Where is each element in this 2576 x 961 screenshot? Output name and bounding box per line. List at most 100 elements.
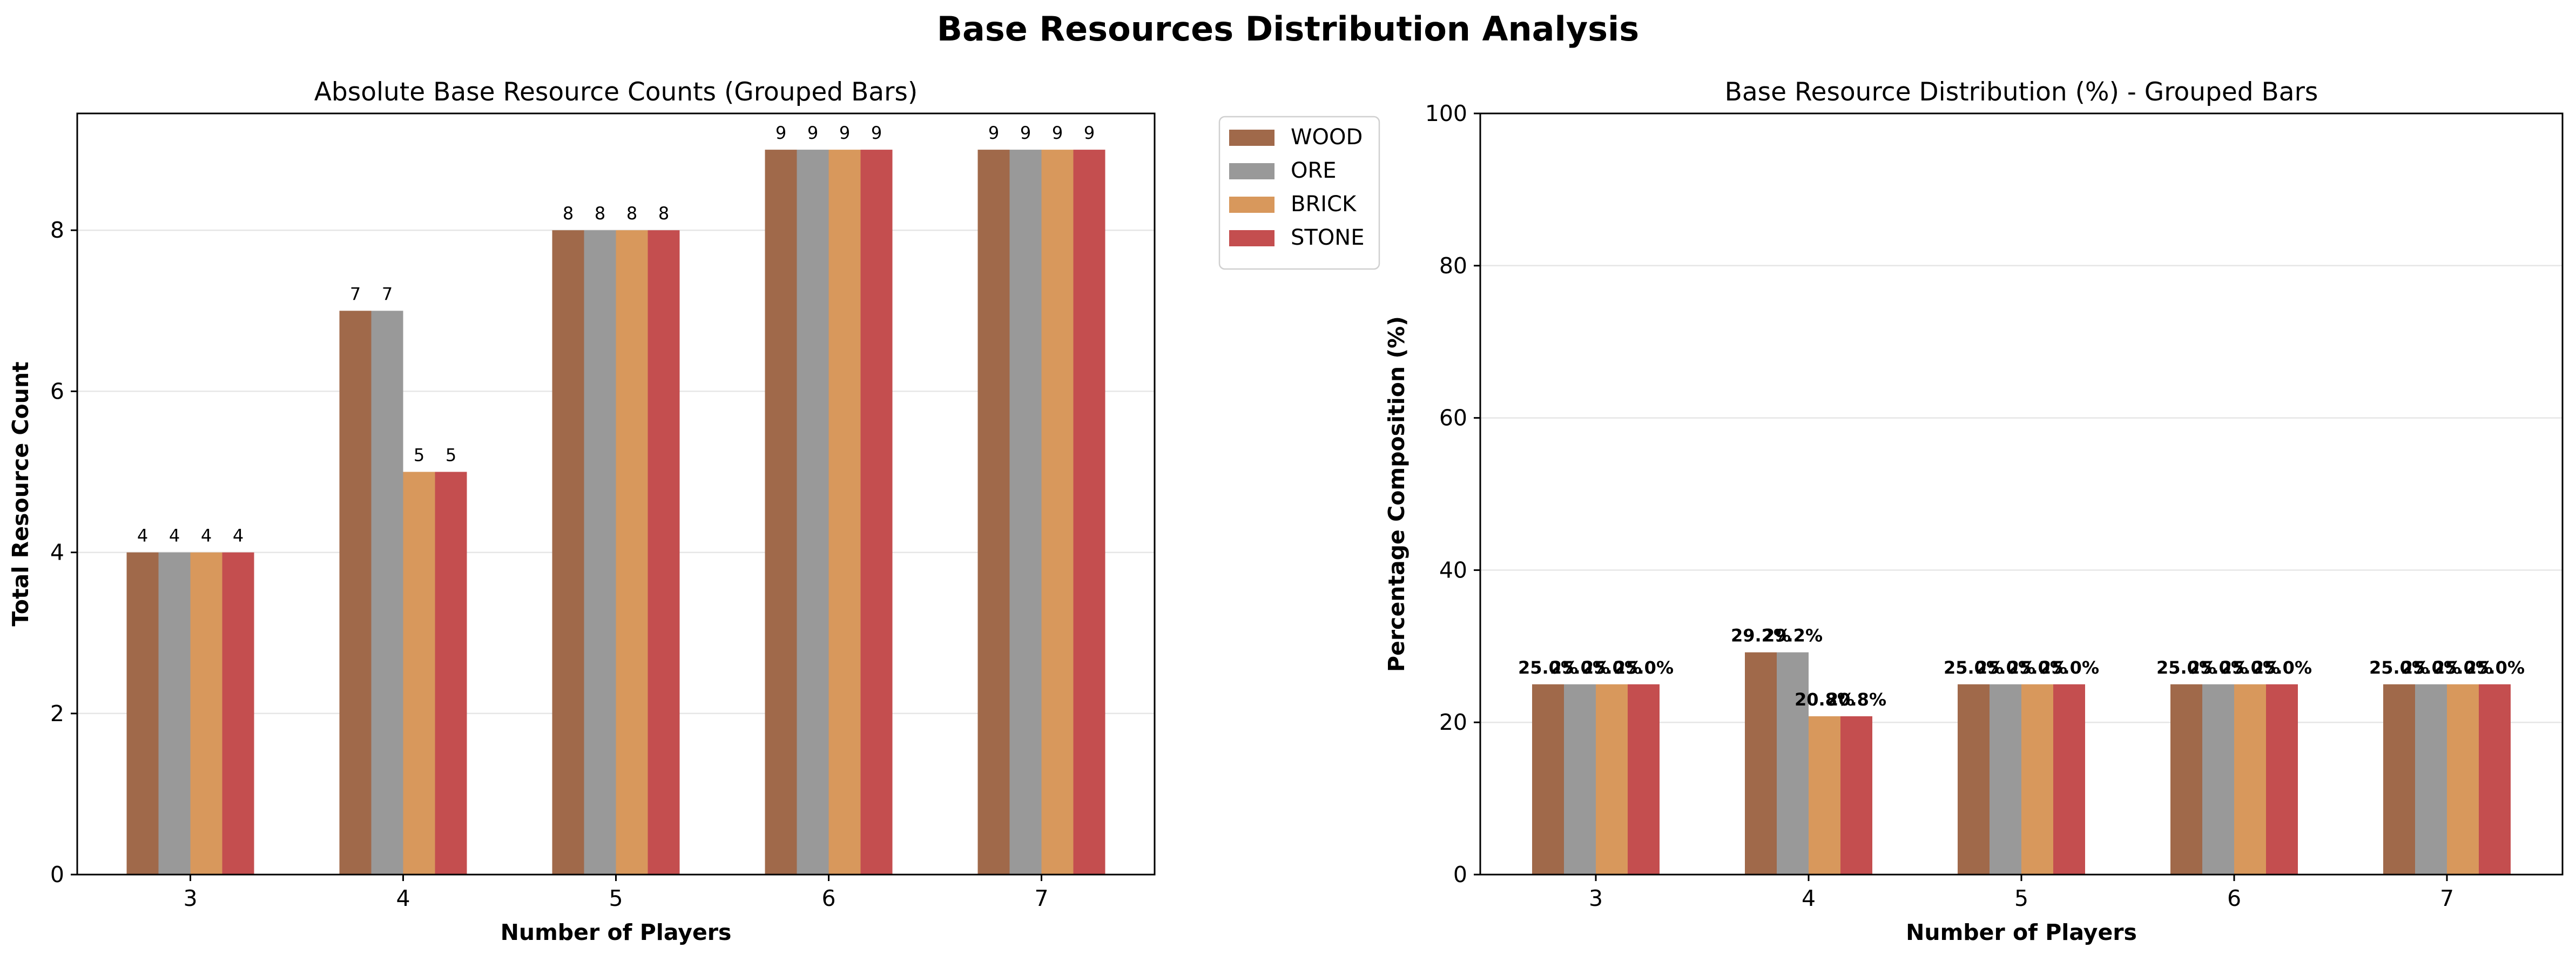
bar-ore [1777, 652, 1809, 875]
x-tick-label: 4 [396, 885, 410, 911]
bar-wood [552, 230, 584, 875]
data-label: 25.0% [2156, 657, 2216, 678]
bar-brick [2021, 684, 2053, 875]
legend-label-ore: ORE [1291, 158, 1337, 183]
bar-brick [403, 472, 435, 875]
bar-stone [648, 230, 680, 875]
data-label: 9 [839, 123, 850, 143]
bar-ore [1564, 684, 1596, 875]
chart-title: Absolute Base Resource Counts (Grouped B… [314, 77, 918, 107]
bar-stone [1073, 150, 1105, 875]
chart-absolute-counts: 4 7 8 9 9 4 7 8 9 9 4 5 8 9 9 4 5 8 9 9 0 2 4 6 8 3 4 5 6 7 Absolute B… [8, 77, 1156, 945]
data-label: 29.2% [1763, 626, 1823, 646]
bar-wood [2170, 684, 2202, 875]
bar-stone [860, 150, 893, 875]
bar-brick [190, 552, 222, 875]
bar-brick [2234, 684, 2266, 875]
x-tick-label: 6 [2227, 885, 2241, 911]
bar-ore [797, 150, 829, 875]
data-label: 4 [137, 526, 148, 546]
y-tick-label: 100 [1425, 100, 1467, 126]
data-label: 4 [201, 526, 212, 546]
y-tick-label: 80 [1439, 253, 1467, 279]
data-label: 8 [563, 203, 574, 224]
y-tick-label: 2 [50, 701, 64, 727]
bar-wood [2383, 684, 2415, 875]
data-label: 9 [776, 123, 786, 143]
x-tick-label: 6 [821, 885, 835, 911]
y-axis-label: Total Resource Count [8, 361, 33, 626]
data-label: 9 [1052, 123, 1063, 143]
data-label: 9 [1020, 123, 1031, 143]
data-label: 8 [658, 203, 669, 224]
data-label: 7 [350, 284, 361, 304]
bar-ore [2202, 684, 2234, 875]
data-label: 25.0% [1550, 657, 1610, 678]
data-label: 4 [169, 526, 180, 546]
bar-wood [1958, 684, 1990, 875]
x-tick-label: 3 [183, 885, 197, 911]
data-label: 25.0% [2039, 657, 2099, 678]
bar-wood [1745, 652, 1777, 875]
bar-stone [1628, 684, 1660, 875]
legend-swatch-stone [1229, 230, 1274, 246]
bar-stone [222, 552, 254, 875]
bar-stone [1840, 716, 1872, 875]
bar-ore [584, 230, 616, 875]
data-label: 25.0% [2465, 657, 2525, 678]
bar-wood [126, 552, 159, 875]
data-label: 25.0% [1582, 657, 1642, 678]
x-tick-label: 5 [609, 885, 623, 911]
data-label: 25.0% [1944, 657, 2004, 678]
data-label: 20.8% [1795, 689, 1855, 710]
legend-label-brick: BRICK [1291, 192, 1357, 217]
data-label: 25.0% [1975, 657, 2035, 678]
x-tick-label: 7 [2440, 885, 2454, 911]
chart-percentage-distribution: 25.0%29.2%25.0% 25.0% 25.0%25.0%29.2%25.0%… [1384, 77, 2564, 945]
data-label: 25.0% [2369, 657, 2429, 678]
legend-label-stone: STONE [1291, 225, 1365, 250]
data-label: 8 [595, 203, 605, 224]
bar-ore [1990, 684, 2021, 875]
data-label: 9 [871, 123, 882, 143]
x-axis-label: Number of Players [501, 919, 732, 945]
x-tick-label: 5 [2014, 885, 2028, 911]
data-label: 9 [807, 123, 818, 143]
y-tick-label: 0 [1453, 862, 1467, 888]
legend-swatch-ore [1229, 163, 1274, 179]
y-tick-label: 40 [1439, 557, 1467, 583]
x-tick-label: 4 [1802, 885, 1816, 911]
data-label: 25.0% [2252, 657, 2312, 678]
data-label: 25.0% [2188, 657, 2248, 678]
y-tick-label: 20 [1439, 709, 1467, 735]
bar-wood [765, 150, 797, 875]
data-label: 9 [988, 123, 999, 143]
y-tick-label: 4 [50, 540, 64, 566]
data-label: 25.0% [2401, 657, 2461, 678]
y-tick-label: 8 [50, 217, 64, 243]
y-tick-label: 60 [1439, 405, 1467, 431]
legend-label-wood: WOOD [1291, 125, 1363, 150]
y-tick-label: 0 [50, 862, 64, 888]
legend: WOOD ORE BRICK STONE [1218, 116, 1380, 270]
bar-wood [977, 150, 1010, 875]
data-label: 25.0% [2220, 657, 2280, 678]
legend-swatch-wood [1229, 130, 1274, 146]
bar-wood [1532, 684, 1564, 875]
bar-stone [435, 472, 467, 875]
data-label: 8 [626, 203, 637, 224]
data-label: 29.2% [1731, 626, 1791, 646]
data-label: 4 [233, 526, 244, 546]
bar-wood [339, 311, 372, 875]
bar-ore [1009, 150, 1042, 875]
data-label: 5 [414, 445, 424, 465]
data-label: 5 [446, 445, 456, 465]
bar-ore [371, 311, 403, 875]
data-label: 25.0% [1614, 657, 1674, 678]
x-tick-label: 3 [1589, 885, 1603, 911]
x-axis-label: Number of Players [1906, 919, 2137, 945]
data-label: 20.8% [1826, 689, 1886, 710]
bar-brick [828, 150, 861, 875]
bar-stone [2266, 684, 2298, 875]
